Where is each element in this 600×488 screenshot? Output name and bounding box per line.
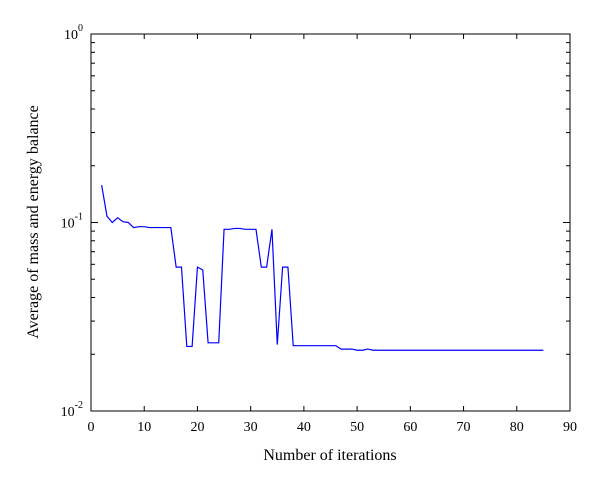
series-line (101, 184, 544, 351)
x-tick-label: 70 (457, 420, 471, 435)
x-tick-label: 20 (190, 420, 204, 435)
plot-area (90, 33, 571, 412)
axis-ticks (90, 33, 571, 412)
x-axis-label: Number of iterations (263, 447, 396, 464)
y-tick-label: 10-2 (61, 400, 83, 420)
x-tick-label: 40 (297, 420, 311, 435)
y-tick-label: 100 (64, 23, 83, 43)
y-tick-labels: 100 10-1 10-2 (61, 23, 83, 420)
x-tick-label: 90 (563, 420, 577, 435)
x-tick-label: 0 (88, 420, 95, 435)
x-tick-label: 30 (244, 420, 258, 435)
y-axis-label: Average of mass and energy balance (25, 105, 42, 339)
x-tick-labels: 0 10 20 30 40 50 60 70 80 90 (88, 420, 578, 435)
y-tick-label: 10-1 (61, 212, 83, 232)
x-tick-label: 10 (137, 420, 151, 435)
x-tick-label: 60 (403, 420, 417, 435)
x-tick-label: 80 (510, 420, 524, 435)
x-tick-label: 50 (350, 420, 364, 435)
